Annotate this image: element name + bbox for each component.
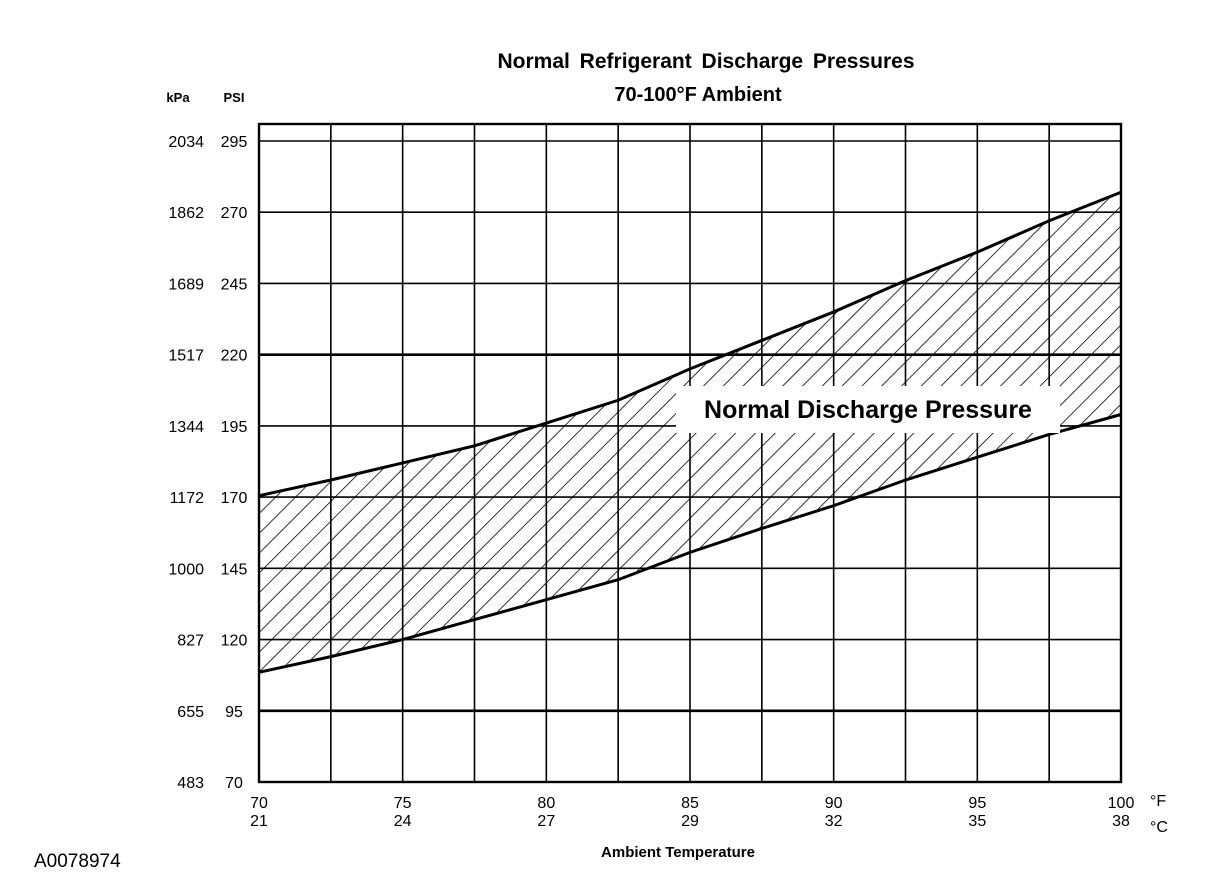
band-label: Normal Discharge Pressure (704, 396, 1032, 424)
x-tick-c: 29 (681, 813, 699, 830)
x-tick-f: 90 (825, 795, 843, 812)
chart-subtitle: 70-100°F Ambient (614, 84, 782, 106)
x-tick-f: 95 (968, 795, 986, 812)
chart-title: Normal Refrigerant Discharge Pressures (498, 50, 915, 73)
y-tick-kpa: 2034 (168, 134, 204, 151)
y-tick-kpa: 1000 (168, 561, 204, 578)
x-tick-c: 38 (1112, 813, 1130, 830)
x-tick-f: 70 (250, 795, 268, 812)
y-tick-psi: 220 (221, 348, 248, 365)
y-tick-psi: 145 (221, 561, 248, 578)
x-tick-c: 21 (250, 813, 268, 830)
y-tick-psi: 195 (221, 419, 248, 436)
y-tick-psi: 70 (225, 775, 243, 792)
x-unit-f: °F (1150, 793, 1166, 810)
y-tick-psi: 295 (221, 134, 248, 151)
y-tick-kpa: 827 (177, 633, 204, 650)
x-tick-c: 27 (537, 813, 555, 830)
x-tick-c: 24 (394, 813, 412, 830)
y-tick-kpa: 1689 (168, 276, 204, 293)
plot-frame (257, 122, 1123, 784)
y-tick-psi: 270 (221, 205, 248, 222)
y-tick-kpa: 655 (177, 704, 204, 721)
x-unit-c: °C (1150, 819, 1168, 836)
y-tick-psi: 245 (221, 276, 248, 293)
x-tick-f: 85 (681, 795, 699, 812)
upper-limit-line (258, 190, 1122, 498)
x-tick-f: 100 (1108, 795, 1135, 812)
y-tick-kpa: 1344 (168, 419, 204, 436)
x-tick-c: 32 (825, 813, 843, 830)
y-tick-psi: 170 (221, 490, 248, 507)
y-tick-kpa: 1172 (170, 490, 205, 507)
x-tick-f: 80 (537, 795, 555, 812)
y-tick-kpa: 1517 (168, 348, 204, 365)
y-unit-kpa: kPa (166, 90, 190, 105)
figure-id: A0078974 (34, 851, 121, 872)
band-label-box (676, 386, 1060, 433)
x-tick-c: 35 (968, 813, 986, 830)
y-tick-kpa: 1862 (168, 205, 204, 222)
x-axis-label: Ambient Temperature (601, 844, 755, 861)
lower-limit-line (258, 413, 1122, 674)
y-unit-psi: PSI (224, 90, 245, 105)
x-tick-f: 75 (394, 795, 412, 812)
y-tick-psi: 95 (225, 704, 243, 721)
y-tick-kpa: 483 (177, 775, 204, 792)
y-tick-psi: 120 (221, 633, 248, 650)
